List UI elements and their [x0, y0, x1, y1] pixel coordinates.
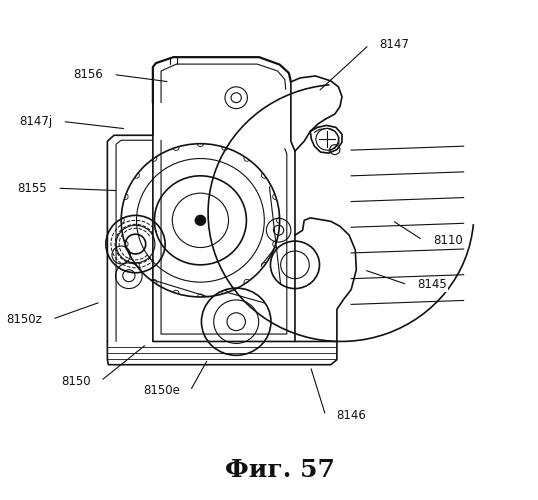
- Text: 8150z: 8150z: [6, 312, 42, 326]
- Text: 8147j: 8147j: [19, 115, 52, 128]
- Text: Фиг. 57: Фиг. 57: [225, 458, 335, 482]
- Text: 8150e: 8150e: [143, 384, 180, 398]
- Text: 8150: 8150: [61, 374, 90, 388]
- Text: 8110: 8110: [433, 234, 463, 246]
- Text: 8147: 8147: [379, 38, 409, 52]
- Circle shape: [195, 216, 206, 226]
- Text: 8146: 8146: [336, 409, 366, 422]
- Text: 8156: 8156: [74, 68, 103, 81]
- Text: 8155: 8155: [17, 182, 47, 194]
- Text: 8145: 8145: [417, 278, 448, 291]
